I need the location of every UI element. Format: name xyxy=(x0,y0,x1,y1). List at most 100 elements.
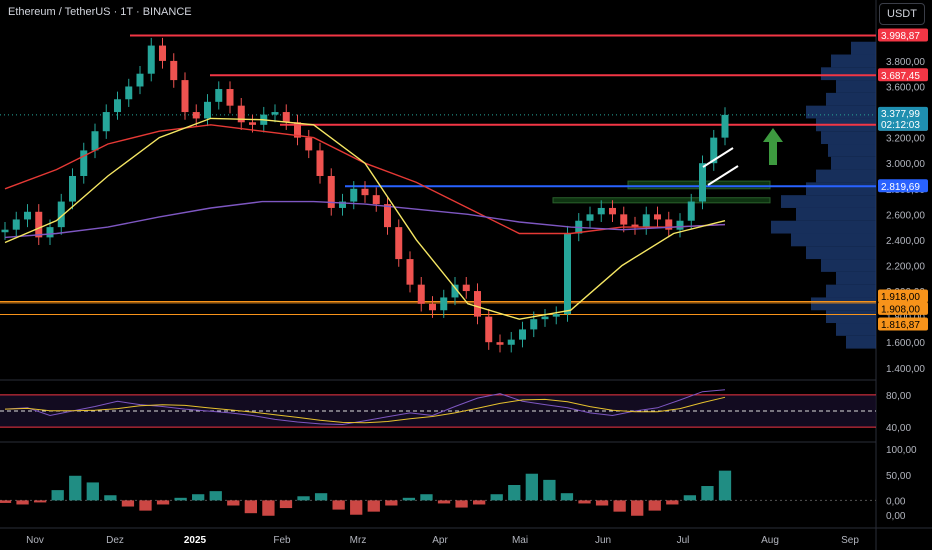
candle-body[interactable] xyxy=(237,105,245,123)
candle-body[interactable] xyxy=(451,284,459,298)
candle-body[interactable] xyxy=(721,114,729,138)
trend-channel-line[interactable] xyxy=(702,147,734,168)
momentum-bar xyxy=(104,495,117,501)
candle-body[interactable] xyxy=(170,60,178,81)
momentum-bar xyxy=(455,500,468,508)
volume-profile-bar xyxy=(806,246,876,260)
candle-body[interactable] xyxy=(564,233,571,315)
candle-body[interactable] xyxy=(384,204,391,228)
candle-body[interactable] xyxy=(339,201,346,208)
price-tick-label: 2.600,00 xyxy=(886,210,925,221)
time-axis-label: Feb xyxy=(273,535,291,546)
volume-profile-bar xyxy=(831,156,876,170)
candle-body[interactable] xyxy=(316,150,324,176)
candle-body[interactable] xyxy=(1,229,9,233)
level-price-tag xyxy=(878,301,928,315)
candle-body[interactable] xyxy=(114,99,121,113)
currency-button[interactable]: USDT xyxy=(879,3,925,25)
price-tick-label: 3.000,00 xyxy=(886,159,925,170)
candle-body[interactable] xyxy=(57,201,65,228)
candle-body[interactable] xyxy=(159,45,166,61)
candle-body[interactable] xyxy=(327,175,335,208)
candle-body[interactable] xyxy=(192,112,200,119)
candle-body[interactable] xyxy=(586,214,594,221)
candle-body[interactable] xyxy=(552,314,560,317)
candle-body[interactable] xyxy=(631,224,639,228)
candle-body[interactable] xyxy=(181,80,189,113)
volume-profile-bar xyxy=(836,271,876,285)
candle-body[interactable] xyxy=(294,122,301,138)
volume-profile-bar xyxy=(836,80,876,93)
candle-body[interactable] xyxy=(271,112,279,115)
candle-body[interactable] xyxy=(642,214,650,228)
candle-body[interactable] xyxy=(12,219,20,230)
candle-body[interactable] xyxy=(462,284,470,292)
candle-body[interactable] xyxy=(102,112,110,132)
candle-body[interactable] xyxy=(305,137,313,151)
candle-body[interactable] xyxy=(417,284,425,304)
volume-profile-bar xyxy=(836,323,876,336)
candle-body[interactable] xyxy=(282,112,290,123)
candle-body[interactable] xyxy=(204,101,211,119)
candle-body[interactable] xyxy=(710,137,718,164)
candle-body[interactable] xyxy=(46,227,54,238)
candle-body[interactable] xyxy=(507,339,515,345)
time-axis-label: Sep xyxy=(841,535,859,546)
candle-body[interactable] xyxy=(530,319,538,330)
volume-profile-bar xyxy=(811,297,876,311)
candle-body[interactable] xyxy=(80,150,88,176)
time-axis-label: Dez xyxy=(106,535,124,546)
candle-body[interactable] xyxy=(361,188,369,196)
candle-body[interactable] xyxy=(69,175,76,202)
trend-channel-line[interactable] xyxy=(707,165,739,186)
momentum-tick-label: 100,00 xyxy=(886,445,917,456)
candle-body[interactable] xyxy=(215,89,223,102)
candle-body[interactable] xyxy=(226,89,234,106)
candle-body[interactable] xyxy=(372,195,380,205)
candle-body[interactable] xyxy=(406,259,414,285)
candle-body[interactable] xyxy=(249,122,256,125)
candle-body[interactable] xyxy=(91,131,99,151)
volume-profile-bar xyxy=(796,207,876,221)
candle-body[interactable] xyxy=(687,201,695,221)
momentum-bar xyxy=(262,500,275,516)
momentum-tick-label: 0,00 xyxy=(886,496,906,507)
momentum-bar xyxy=(543,479,556,501)
candle-body[interactable] xyxy=(136,73,144,87)
level-price-tag xyxy=(878,179,928,193)
candle-body[interactable] xyxy=(429,303,436,311)
candle-body[interactable] xyxy=(676,220,684,230)
candle-body[interactable] xyxy=(24,211,31,220)
candle-body[interactable] xyxy=(620,214,628,225)
candle-body[interactable] xyxy=(350,188,358,202)
chart-title: Ethereum / TetherUS · 1T · BINANCE xyxy=(8,6,192,18)
moving-average-purple-line xyxy=(4,200,726,239)
volume-profile-bar xyxy=(828,144,876,157)
oscillator-signal-line xyxy=(4,396,726,424)
candle-body[interactable] xyxy=(654,214,661,220)
candle-body[interactable] xyxy=(699,163,706,202)
candle-body[interactable] xyxy=(35,211,43,238)
candle-body[interactable] xyxy=(395,227,403,260)
moving-average-red-line xyxy=(4,124,726,235)
time-axis-label: Mrz xyxy=(350,535,367,546)
volume-profile-bar xyxy=(821,259,876,272)
current-price-label: 3.377,99 xyxy=(881,109,920,120)
candle-body[interactable] xyxy=(496,342,504,345)
level-price-tag xyxy=(878,289,928,303)
momentum-bar xyxy=(33,500,47,503)
candle-body[interactable] xyxy=(147,45,155,74)
candle-body[interactable] xyxy=(597,207,605,215)
candle-body[interactable] xyxy=(665,219,673,230)
time-axis-label: Jul xyxy=(677,535,690,546)
candle-body[interactable] xyxy=(474,291,481,317)
candle-body[interactable] xyxy=(125,86,133,100)
volume-profile-bar xyxy=(826,310,876,324)
candle-body[interactable] xyxy=(541,316,549,320)
momentum-bar xyxy=(279,500,293,509)
candle-body[interactable] xyxy=(609,207,616,215)
candle-body[interactable] xyxy=(519,329,526,340)
candle-body[interactable] xyxy=(485,316,493,343)
candle-body[interactable] xyxy=(440,297,448,311)
